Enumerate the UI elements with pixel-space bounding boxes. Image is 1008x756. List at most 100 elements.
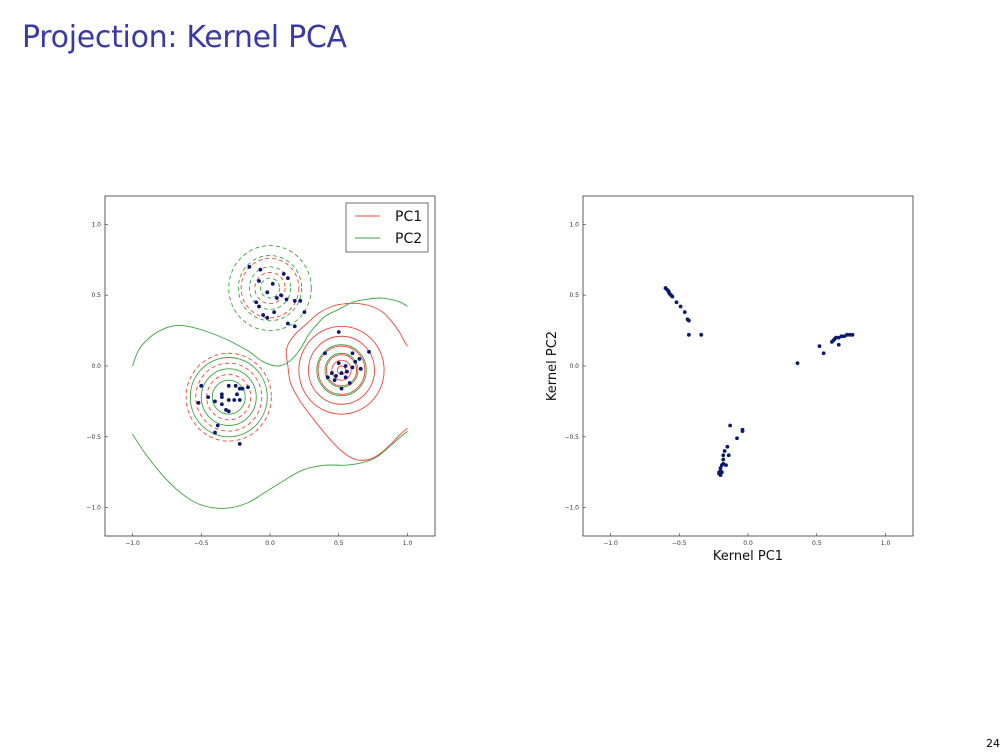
data-point	[323, 351, 327, 356]
left-x-tick-label: 1.0	[403, 540, 413, 547]
data-point	[261, 313, 266, 317]
pc1-contour	[308, 335, 375, 405]
right-y-tick-label: 1.0	[569, 221, 579, 228]
axis-ticks: −1.0 −0.5 0.0 0.5 1.0 −1.0 −0.5 0.0 0.5 1.0	[564, 221, 890, 547]
data-point	[343, 364, 348, 368]
data-point	[367, 349, 371, 354]
data-point	[232, 398, 237, 402]
data-point	[265, 290, 270, 295]
right-y-tick-label: 0.0	[569, 363, 579, 370]
data-point	[724, 463, 728, 468]
data-point	[350, 351, 355, 356]
data-point	[686, 318, 691, 323]
axis-ticks: −1.0 −0.5 0.0 0.5 1.0 −1.0 −0.5 0.0 0.5 1.0	[86, 221, 412, 547]
page-number: 24	[986, 737, 1000, 750]
pc2-contour-curve	[132, 430, 408, 509]
data-point	[740, 429, 745, 434]
data-point	[226, 383, 231, 388]
data-point	[353, 359, 358, 364]
pc1-contour	[317, 345, 366, 395]
data-point	[726, 453, 731, 458]
pc1-contour	[325, 354, 358, 387]
data-point	[272, 310, 277, 315]
data-point	[213, 430, 217, 435]
data-point	[246, 385, 250, 390]
data-point	[347, 381, 352, 385]
data-point	[233, 383, 238, 388]
data-point	[254, 300, 259, 305]
data-point	[199, 383, 204, 388]
data-point	[219, 402, 224, 407]
pc1-contour	[298, 325, 385, 415]
data-point	[682, 310, 687, 315]
data-point	[339, 371, 344, 375]
data-point	[678, 304, 683, 309]
plot-frame	[582, 195, 914, 537]
legend-pc2-label: PC2	[395, 231, 422, 247]
data-point	[219, 395, 224, 400]
data-point	[336, 361, 341, 366]
left-y-tick-label: 1.0	[91, 221, 101, 228]
data-point	[219, 392, 224, 397]
data-point	[302, 310, 307, 315]
data-point	[718, 466, 723, 470]
data-point	[721, 453, 726, 458]
pc1-contour-curve	[285, 302, 408, 367]
data-point	[224, 408, 228, 412]
kernel-pca-contour-plot: −1.0 −0.5 0.0 0.5 1.0 −1.0 −0.5 0.0 0.5 1.0 PC1 P…	[86, 195, 436, 547]
data-point	[670, 294, 675, 299]
data-point	[240, 386, 245, 391]
data-point	[206, 395, 211, 400]
legend-pc1-label: PC1	[395, 209, 422, 225]
data-point	[196, 400, 201, 405]
data-point	[237, 398, 242, 402]
data-point	[343, 375, 348, 380]
pc2-contour	[211, 379, 246, 415]
data-point	[213, 399, 217, 404]
data-point	[850, 332, 855, 337]
pc1-contour	[240, 257, 300, 319]
pc2-contour	[316, 344, 367, 397]
right-y-tick-label: −1.0	[564, 505, 579, 512]
data-point	[728, 423, 733, 428]
data-point	[336, 330, 341, 334]
legend: PC1 PC2	[345, 202, 429, 253]
pc2-contour	[189, 357, 268, 438]
data-point	[292, 298, 297, 303]
data-point	[735, 436, 739, 441]
data-point	[721, 457, 726, 462]
kernel-pca-projection-plot: −1.0 −0.5 0.0 0.5 1.0 −1.0 −0.5 0.0 0.5 1.0 Kerne…	[545, 195, 914, 564]
data-point	[215, 423, 220, 428]
data-point	[329, 371, 334, 375]
right-y-tick-label: −0.5	[564, 434, 579, 441]
data-point	[284, 297, 289, 302]
data-points	[663, 286, 855, 477]
pc2-contour	[259, 277, 281, 299]
right-x-tick-label: −1.0	[603, 540, 618, 547]
pc1-contour-curve	[287, 365, 408, 461]
pc2-contour	[200, 368, 257, 426]
pc2-contour	[228, 245, 312, 332]
data-point	[817, 344, 822, 349]
x-axis-label: Kernel PC1	[713, 549, 783, 564]
data-point	[274, 296, 279, 300]
data-point	[718, 473, 723, 477]
pc2-contour	[248, 266, 292, 310]
slide-title: Projection: Kernel PCA	[22, 20, 347, 55]
data-point	[686, 332, 691, 337]
left-y-tick-label: 0.5	[91, 292, 101, 299]
y-axis-label: Kernel PC2	[545, 331, 560, 401]
pc1-contour	[331, 359, 352, 381]
data-point	[350, 365, 355, 370]
right-x-tick-label: −0.5	[672, 540, 687, 547]
data-point	[279, 293, 283, 298]
right-y-tick-label: 0.5	[569, 292, 579, 299]
left-y-tick-label: −1.0	[86, 505, 101, 512]
data-point	[722, 449, 727, 453]
pc1-contour	[195, 362, 263, 432]
pc1-contour	[254, 272, 286, 305]
data-point	[257, 304, 261, 309]
data-point	[258, 267, 263, 272]
data-point	[847, 332, 852, 337]
data-point	[795, 361, 800, 366]
